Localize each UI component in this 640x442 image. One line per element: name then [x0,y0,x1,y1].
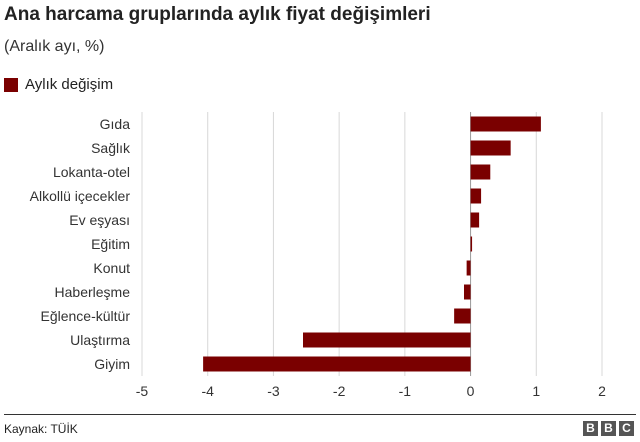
bbc-logo-letter: B [583,421,598,436]
category-label: Ulaştırma [70,332,130,348]
bar [470,236,473,252]
category-label: Sağlık [91,140,131,156]
category-label: Lokanta-otel [53,164,130,180]
bar [470,212,480,228]
bbc-logo-letter: C [619,421,634,436]
category-label: Konut [93,260,130,276]
bbc-logo: B B C [583,421,634,436]
chart-title: Ana harcama gruplarında aylık fiyat deği… [4,4,431,25]
bar-layer [203,116,541,372]
bar [466,260,471,276]
category-label: Ev eşyası [69,212,130,228]
grid-layer [141,112,603,376]
bar [470,140,511,156]
category-label: Eğitim [91,236,130,252]
x-tick-label: -1 [399,383,412,399]
x-tick-label: 2 [598,383,606,399]
x-tick-label: -5 [136,383,149,399]
category-label: Giyim [94,356,130,372]
chart-subtitle: (Aralık ayı, %) [4,38,105,55]
x-tick-label: 1 [532,383,540,399]
category-labels: Gıda Sağlık Lokanta-otel Alkollü içecekler E… [30,116,131,372]
bar [470,188,482,204]
x-tick-label: 0 [467,383,475,399]
x-tick-label: -4 [201,383,214,399]
source-note: Kaynak: TÜİK [4,422,78,436]
bar [470,116,541,132]
bar [464,284,471,300]
bar [454,308,471,324]
x-tick-label: -2 [333,383,346,399]
legend: Aylık değişim [4,76,113,93]
category-label: Gıda [100,116,131,132]
x-tick-labels: -5 -4 -3 -2 -1 0 1 2 [136,383,606,399]
bbc-logo-letter: B [601,421,616,436]
bar [470,164,491,180]
category-label: Alkollü içecekler [30,188,131,204]
bar [203,356,471,372]
x-tick-label: -3 [267,383,280,399]
category-label: Haberleşme [55,284,131,300]
footer-divider [4,414,636,415]
legend-swatch [4,77,18,92]
legend-label: Aylık değişim [25,76,114,93]
bar [303,332,471,348]
category-label: Eğlence-kültür [41,308,131,324]
